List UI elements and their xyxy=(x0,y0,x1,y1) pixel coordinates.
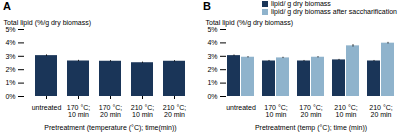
svg-text:Pretreatment (temp (°C); time: Pretreatment (temp (°C); time (min)) xyxy=(255,124,367,132)
svg-text:210 °C;20 min: 210 °C;20 min xyxy=(163,104,186,118)
svg-text:5%: 5% xyxy=(207,26,217,33)
svg-text:210 °C;10 min: 210 °C;10 min xyxy=(334,104,357,118)
svg-text:170 °C;20 min: 170 °C;20 min xyxy=(299,104,322,118)
html-text:lipid/ g dry biomass after sac: lipid/ g dry biomass after saccharificat… xyxy=(270,8,397,15)
svg-text:untreated: untreated xyxy=(32,104,62,111)
svg-text:170 °C;10 min: 170 °C;10 min xyxy=(264,104,287,118)
svg-text:Total lipid (%/g dry biomass): Total lipid (%/g dry biomass) xyxy=(206,19,294,27)
svg-text:4%: 4% xyxy=(5,39,15,46)
svg-text:170 °C;20 min: 170 °C;20 min xyxy=(99,104,122,118)
svg-text:3%: 3% xyxy=(5,53,15,60)
svg-text:170 °C;10 min: 170 °C;10 min xyxy=(67,104,90,118)
svg-text:4%: 4% xyxy=(207,39,217,46)
svg-text:5%: 5% xyxy=(5,26,15,33)
svg-text:Pretreatment (temperature (°C): Pretreatment (temperature (°C); time(min… xyxy=(44,124,176,132)
svg-text:Total lipid (%/g dry biomass): Total lipid (%/g dry biomass) xyxy=(4,19,92,27)
svg-text:1%: 1% xyxy=(207,79,217,86)
svg-text:untreated: untreated xyxy=(226,104,256,111)
html-text:B: B xyxy=(203,0,211,12)
html-text:A: A xyxy=(3,0,11,12)
svg-text:3%: 3% xyxy=(207,53,217,60)
svg-text:0%: 0% xyxy=(207,93,217,100)
svg-text:210 °C;10 min: 210 °C;10 min xyxy=(131,104,154,118)
svg-text:1%: 1% xyxy=(5,79,15,86)
svg-text:210 °C;20 min: 210 °C;20 min xyxy=(369,104,392,118)
html-text:lipid/ g dry biomass: lipid/ g dry biomass xyxy=(270,0,331,7)
svg-text:2%: 2% xyxy=(207,66,217,73)
svg-text:2%: 2% xyxy=(5,66,15,73)
svg-text:0%: 0% xyxy=(5,93,15,100)
